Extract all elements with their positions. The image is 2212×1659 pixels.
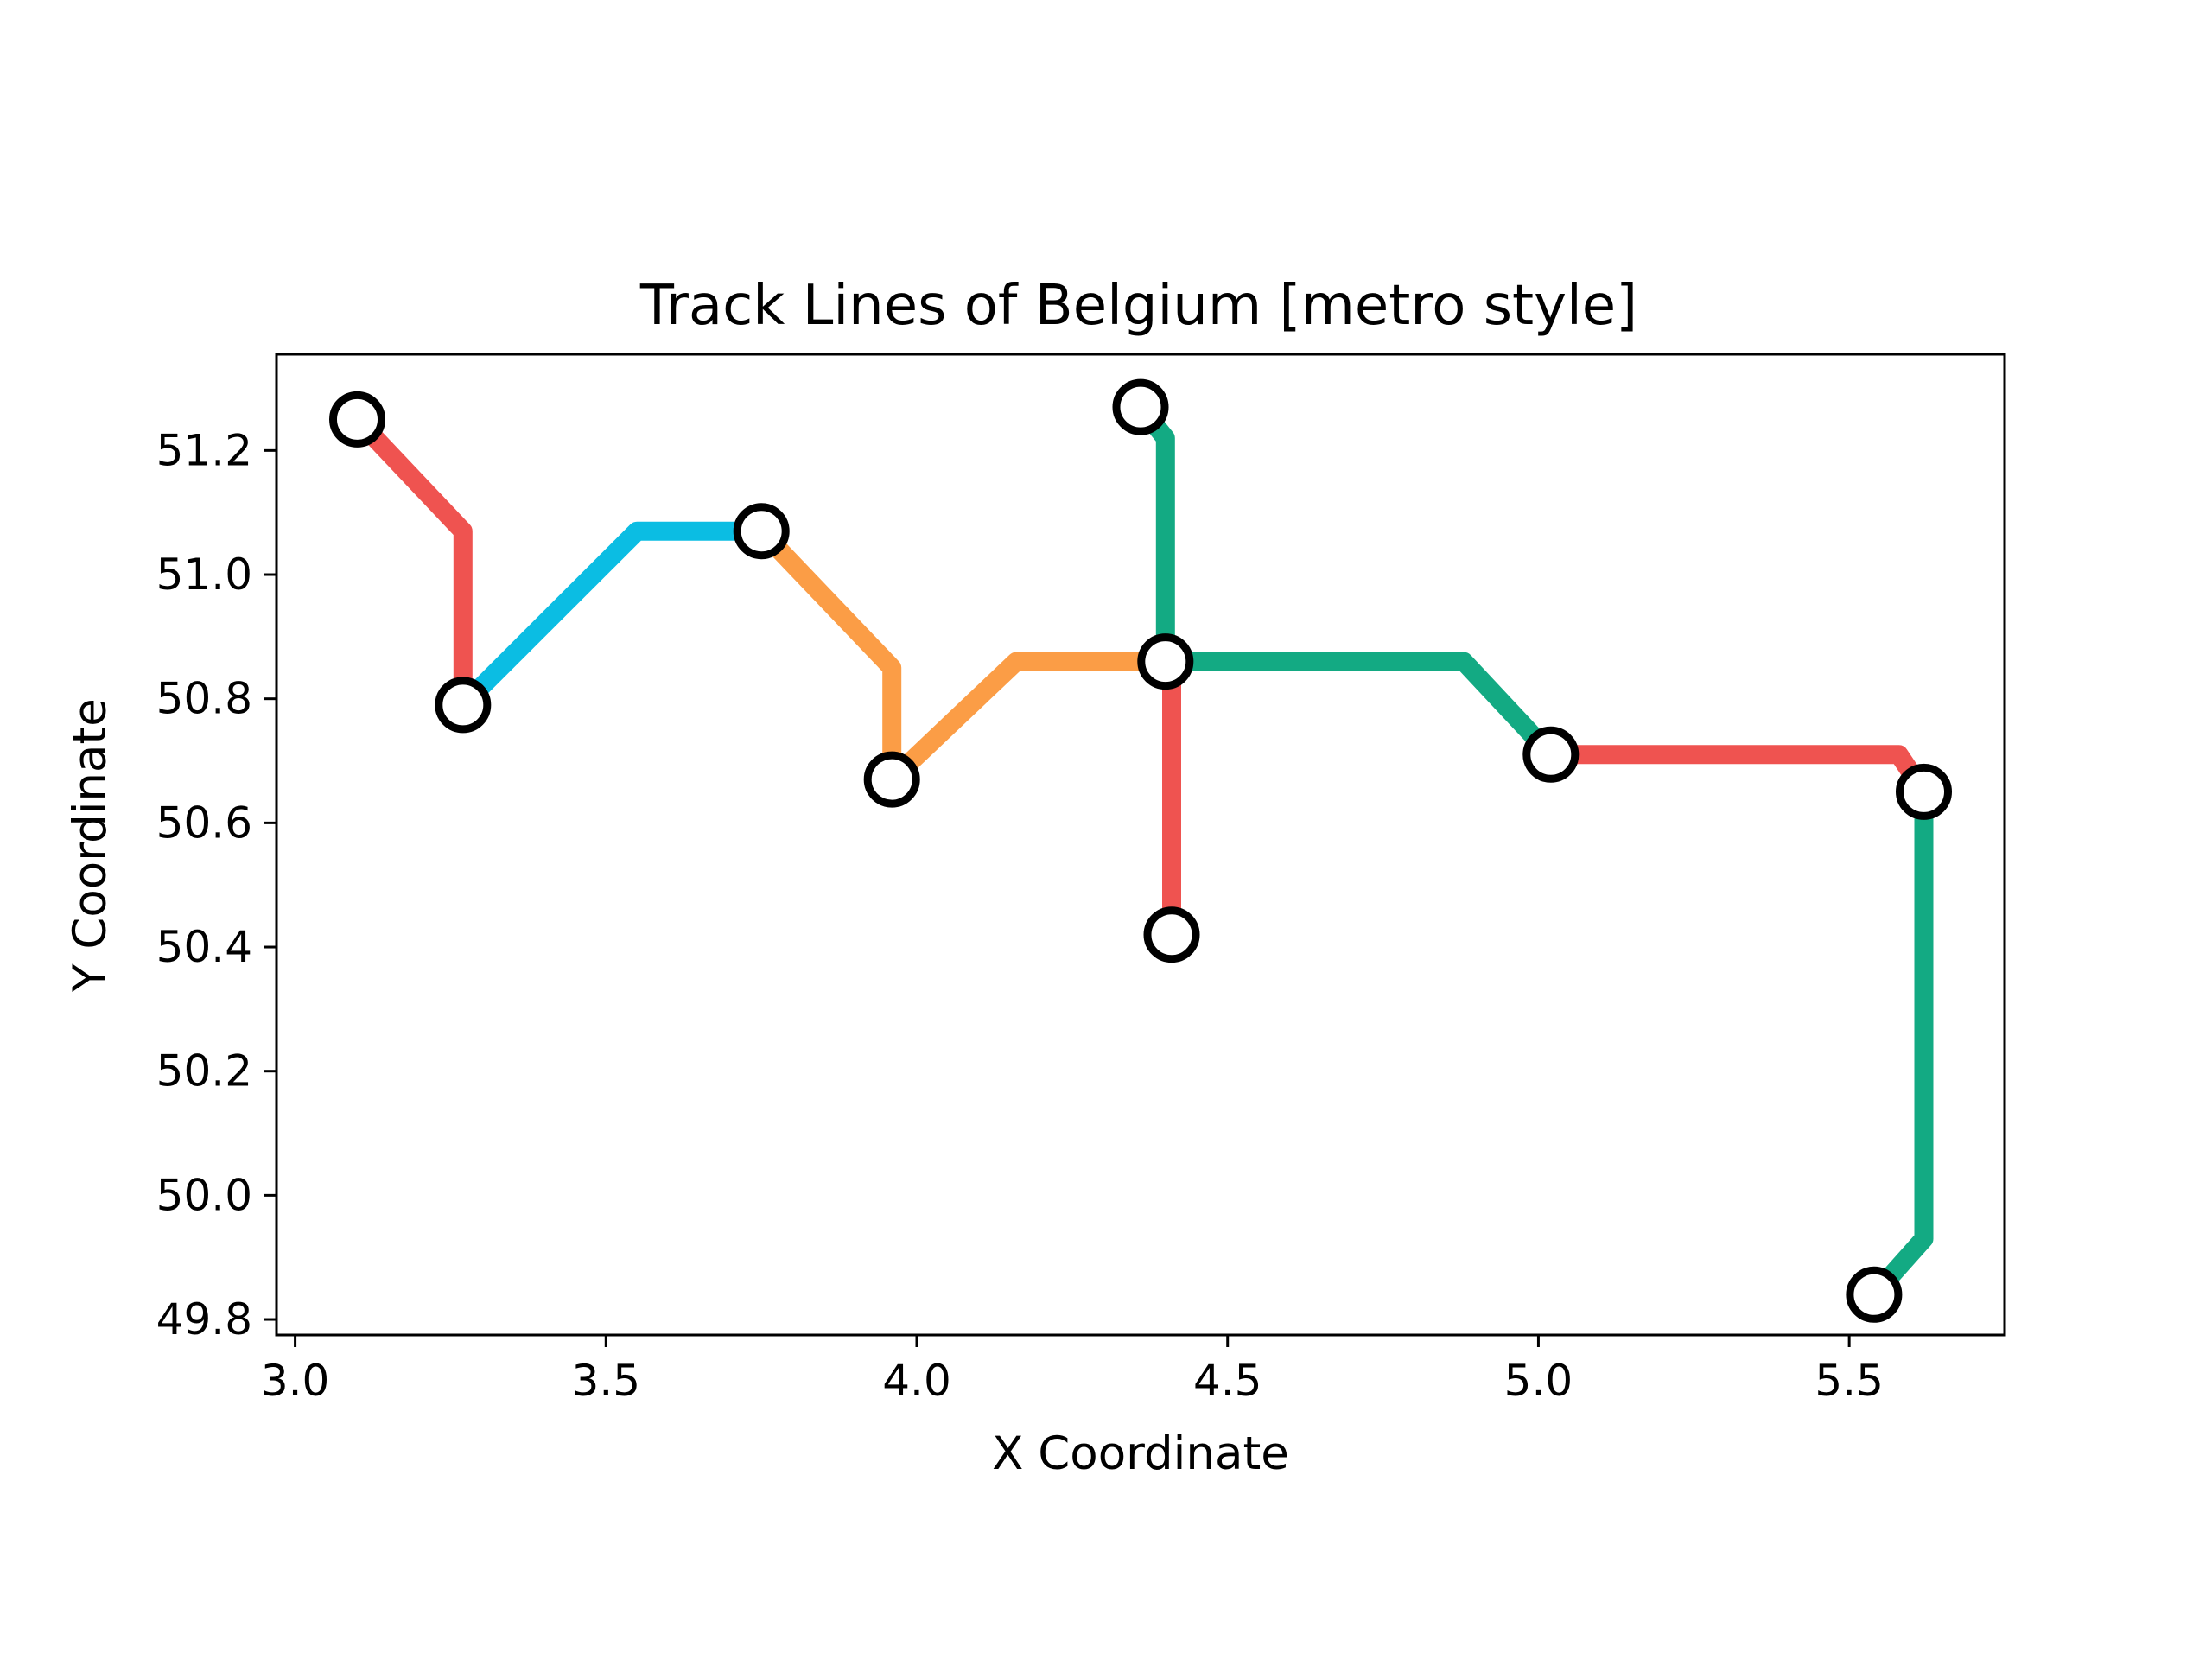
track-line-1 [350,412,473,705]
station-5 [1112,378,1169,435]
station-3 [733,503,790,560]
stations [329,378,1952,1323]
y-axis: 49.8 50.0 50.2 50.4 50.6 50.8 51.0 51.2 [156,425,276,1344]
station-8 [1522,726,1580,783]
track-line-6 [1156,657,1181,935]
station-9 [1896,763,1952,820]
chart-title: Track Lines of Belgium [metro style] [639,274,1637,338]
y-tick-label-2: 50.0 [156,1170,252,1220]
plot-frame [275,353,2006,1337]
track-line-3 [754,524,902,780]
y-tick-label-1: 49.8 [156,1294,252,1344]
station-10 [1846,1266,1903,1323]
x-tick-label-1: 3.0 [261,1356,330,1406]
station-2 [435,677,492,734]
x-tick-label-5: 5.0 [1504,1356,1573,1406]
x-tick-label-6: 5.5 [1815,1356,1884,1406]
track-line-4 [885,652,1166,787]
y-tick-label-4: 50.4 [156,922,252,972]
y-tick-label-7: 51.0 [156,550,252,600]
x-tick-label-3: 4.0 [882,1356,951,1406]
x-axis-label: X Coordinate [992,1427,1289,1480]
x-axis: 3.0 3.5 4.0 4.5 5.0 5.5 [261,1335,1884,1406]
y-axis-label: Y Coordinate [64,698,117,993]
station-6 [1137,633,1194,690]
x-tick-label-2: 3.5 [572,1356,641,1406]
station-1 [329,391,385,448]
station-7 [1143,906,1200,963]
x-tick-label-4: 4.5 [1193,1356,1262,1406]
y-tick-label-3: 50.2 [156,1046,252,1096]
y-tick-label-8: 51.2 [156,425,252,475]
track-line-7 [1165,652,1558,761]
station-4 [863,751,920,808]
track-line-2 [456,521,762,712]
y-tick-label-5: 50.6 [156,798,252,848]
y-tick-label-6: 50.8 [156,674,252,724]
